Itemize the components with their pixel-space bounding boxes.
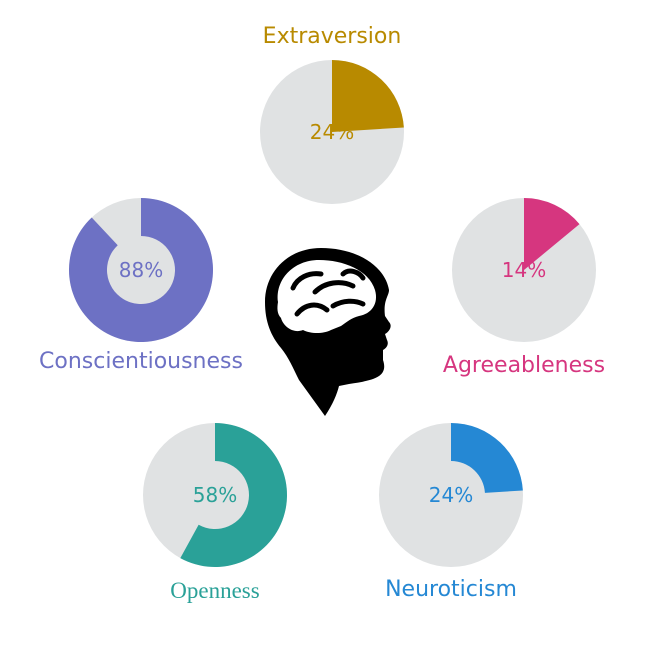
conscientiousness-label: Conscientiousness bbox=[39, 349, 243, 374]
agreeableness-pie bbox=[452, 198, 596, 342]
extraversion-label: Extraversion bbox=[262, 24, 402, 49]
extraversion-value-label: 24% bbox=[309, 120, 355, 144]
agreeableness-value-label: 14% bbox=[501, 258, 547, 282]
extraversion-slice bbox=[332, 60, 404, 132]
neuroticism-pie bbox=[379, 423, 523, 567]
openness-value-label: 58% bbox=[192, 483, 238, 507]
openness-slice bbox=[180, 423, 288, 567]
conscientiousness-pie bbox=[69, 198, 213, 342]
neuroticism-label: Neuroticism bbox=[385, 577, 517, 602]
neuroticism-value-label: 24% bbox=[428, 483, 474, 507]
extraversion-pie bbox=[260, 60, 404, 204]
head-with-brain-icon bbox=[265, 248, 391, 416]
conscientiousness-slice bbox=[69, 198, 213, 342]
conscientiousness-value-label: 88% bbox=[118, 258, 164, 282]
neuroticism-slice bbox=[451, 423, 523, 493]
openness-pie bbox=[143, 423, 288, 567]
openness-label: Openness bbox=[170, 578, 260, 603]
agreeableness-slice bbox=[524, 198, 580, 270]
agreeableness-label: Agreeableness bbox=[442, 353, 606, 378]
